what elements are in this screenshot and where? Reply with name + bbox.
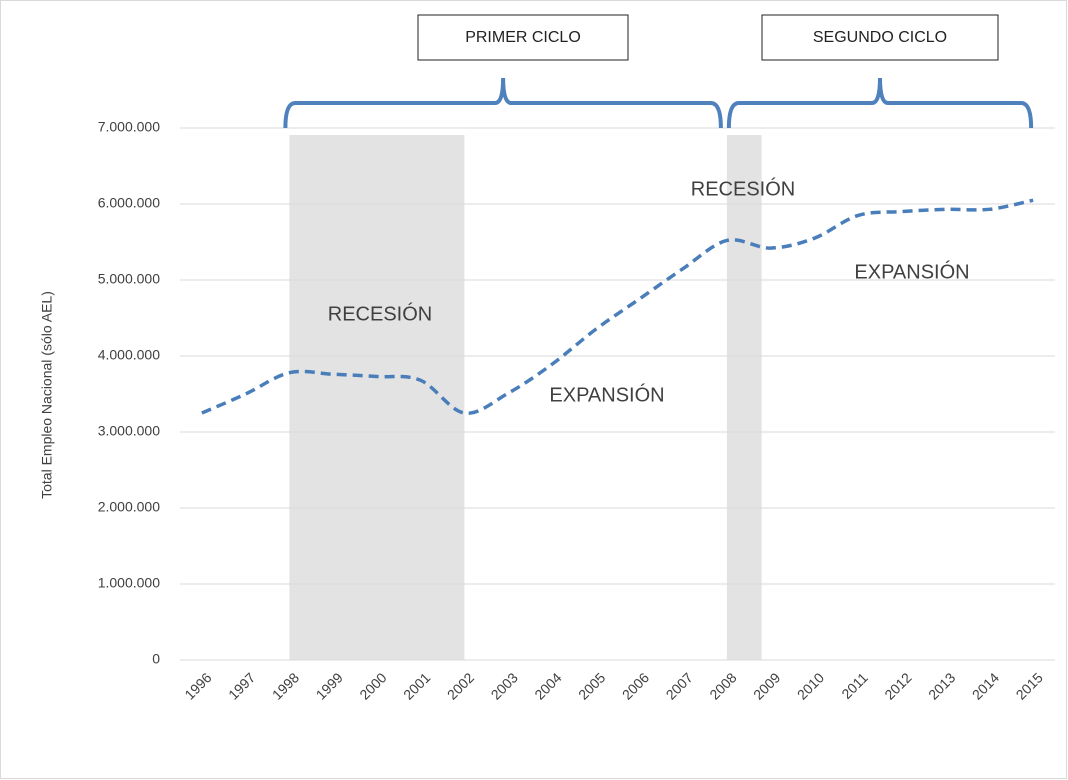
- cycle-label: SEGUNDO CICLO: [813, 29, 947, 46]
- y-tick-label: 2.000.000: [98, 499, 160, 515]
- y-axis-label: Total Empleo Nacional (sólo AEL): [39, 291, 55, 499]
- cycle-bracket: [726, 77, 1034, 129]
- y-tick-label: 1.000.000: [98, 575, 160, 591]
- data-line: [201, 198, 1034, 415]
- cycle-label: PRIMER CICLO: [465, 29, 581, 46]
- annotation: EXPANSIÓN: [854, 260, 969, 283]
- cycle-bracket: [283, 77, 723, 129]
- y-tick-label: 6.000.000: [98, 195, 160, 211]
- shaded-region: [289, 135, 465, 660]
- y-tick-label: 4.000.000: [98, 347, 160, 363]
- y-tick-label: 7.000.000: [98, 119, 160, 135]
- shaded-label: RECESIÓN: [691, 177, 795, 200]
- shaded-label: RECESIÓN: [328, 302, 432, 325]
- y-tick-label: 0: [152, 651, 160, 667]
- y-tick-label: 5.000.000: [98, 271, 160, 287]
- cycle-box: [761, 14, 999, 61]
- annotation: EXPANSIÓN: [549, 383, 664, 406]
- cycle-box: [417, 14, 629, 61]
- y-tick-label: 3.000.000: [98, 423, 160, 439]
- shaded-region: [726, 135, 762, 660]
